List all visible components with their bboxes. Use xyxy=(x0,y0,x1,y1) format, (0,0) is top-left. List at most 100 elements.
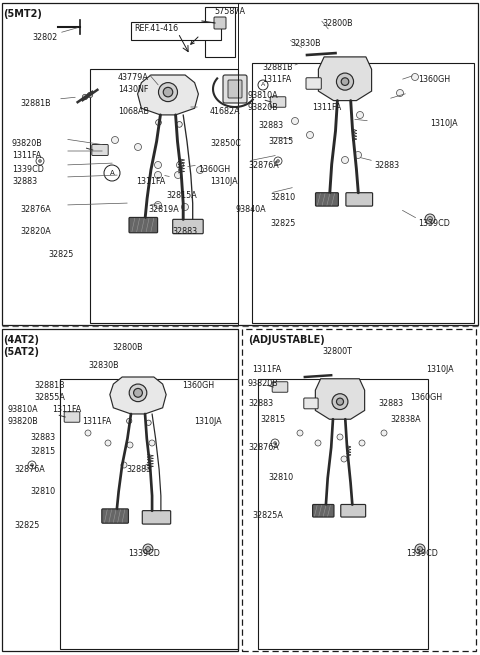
Text: 32810: 32810 xyxy=(268,473,293,482)
FancyBboxPatch shape xyxy=(102,509,129,523)
Text: 1311FA: 1311FA xyxy=(252,365,281,374)
FancyBboxPatch shape xyxy=(304,398,318,409)
FancyBboxPatch shape xyxy=(131,22,221,40)
FancyBboxPatch shape xyxy=(92,145,108,155)
Text: 32883: 32883 xyxy=(12,177,37,186)
Circle shape xyxy=(355,151,361,159)
Text: 32883: 32883 xyxy=(378,399,403,408)
Circle shape xyxy=(134,143,142,151)
Text: 32815: 32815 xyxy=(260,415,285,424)
Circle shape xyxy=(156,120,161,125)
Circle shape xyxy=(177,162,183,168)
Circle shape xyxy=(381,430,387,436)
Circle shape xyxy=(336,73,354,90)
Circle shape xyxy=(357,111,363,119)
Text: 93810A: 93810A xyxy=(248,91,278,100)
Circle shape xyxy=(411,73,419,81)
Text: 1310JA: 1310JA xyxy=(430,119,457,128)
FancyBboxPatch shape xyxy=(341,504,366,517)
Circle shape xyxy=(105,440,111,446)
Text: 32800B: 32800B xyxy=(322,19,353,28)
FancyBboxPatch shape xyxy=(346,193,372,206)
Circle shape xyxy=(315,440,321,446)
Circle shape xyxy=(175,172,181,179)
Text: REF.41-416: REF.41-416 xyxy=(134,24,178,33)
Text: 32883: 32883 xyxy=(258,121,283,130)
Circle shape xyxy=(307,132,313,138)
Circle shape xyxy=(291,117,299,124)
Polygon shape xyxy=(110,377,166,414)
Text: 1310JA: 1310JA xyxy=(426,365,454,374)
Text: 32825: 32825 xyxy=(48,250,73,259)
Text: 32883: 32883 xyxy=(374,161,399,170)
Circle shape xyxy=(85,430,91,436)
Text: 32800B: 32800B xyxy=(112,343,143,352)
Circle shape xyxy=(336,398,344,405)
Text: 93820B: 93820B xyxy=(248,379,279,388)
Text: 32883: 32883 xyxy=(30,433,55,442)
Text: 32881B: 32881B xyxy=(20,99,50,108)
Text: 32810: 32810 xyxy=(270,193,295,202)
Circle shape xyxy=(258,80,268,90)
Circle shape xyxy=(425,214,435,224)
Circle shape xyxy=(276,160,279,162)
Circle shape xyxy=(181,204,189,210)
Text: 57587A: 57587A xyxy=(214,7,245,16)
Circle shape xyxy=(341,456,347,462)
Text: (5MT2): (5MT2) xyxy=(3,9,42,19)
Circle shape xyxy=(341,78,349,85)
Circle shape xyxy=(104,165,120,181)
Circle shape xyxy=(36,157,44,165)
Text: 1311FA: 1311FA xyxy=(82,417,111,426)
Polygon shape xyxy=(315,379,365,419)
FancyBboxPatch shape xyxy=(173,219,203,234)
Text: 32800T: 32800T xyxy=(322,347,352,356)
Circle shape xyxy=(111,136,119,143)
Circle shape xyxy=(145,546,151,552)
Circle shape xyxy=(127,419,132,424)
Text: 93840A: 93840A xyxy=(235,205,265,214)
Bar xyxy=(258,379,428,649)
Circle shape xyxy=(145,464,151,470)
Text: 32876A: 32876A xyxy=(14,465,45,474)
Circle shape xyxy=(38,160,41,162)
Bar xyxy=(2,329,238,651)
Bar xyxy=(252,63,474,323)
Text: 1310JA: 1310JA xyxy=(194,417,222,426)
FancyBboxPatch shape xyxy=(312,504,334,517)
Circle shape xyxy=(396,90,404,96)
Text: 32802: 32802 xyxy=(32,33,57,42)
FancyBboxPatch shape xyxy=(270,97,286,107)
Text: 1339CD: 1339CD xyxy=(12,165,44,174)
Text: 32883: 32883 xyxy=(126,465,151,474)
FancyBboxPatch shape xyxy=(306,78,321,89)
Circle shape xyxy=(87,92,93,98)
Text: 1339CD: 1339CD xyxy=(418,219,450,228)
Text: 1360GH: 1360GH xyxy=(198,165,230,174)
Text: (ADJUSTABLE): (ADJUSTABLE) xyxy=(248,335,325,345)
Circle shape xyxy=(337,434,343,440)
Text: 32855A: 32855A xyxy=(34,393,65,402)
Circle shape xyxy=(129,384,147,402)
Text: 1068AB: 1068AB xyxy=(118,107,149,116)
Circle shape xyxy=(121,462,127,468)
Circle shape xyxy=(428,217,432,221)
Text: 32825: 32825 xyxy=(14,521,39,530)
Text: 1311FA: 1311FA xyxy=(136,177,165,186)
Text: 1360GH: 1360GH xyxy=(410,393,442,402)
Bar xyxy=(60,379,238,649)
Text: 32876A: 32876A xyxy=(20,205,51,214)
Bar xyxy=(2,3,478,325)
Bar xyxy=(205,7,235,57)
Text: 93820B: 93820B xyxy=(248,103,279,112)
Circle shape xyxy=(149,440,155,446)
Text: 93820B: 93820B xyxy=(8,417,39,426)
Text: 1360GH: 1360GH xyxy=(418,75,450,84)
Circle shape xyxy=(297,430,303,436)
Circle shape xyxy=(155,172,161,179)
Text: 43779A: 43779A xyxy=(118,73,149,82)
Circle shape xyxy=(31,464,34,466)
Text: 32825A: 32825A xyxy=(252,511,283,520)
Text: 32820A: 32820A xyxy=(20,227,51,236)
FancyBboxPatch shape xyxy=(64,412,80,422)
